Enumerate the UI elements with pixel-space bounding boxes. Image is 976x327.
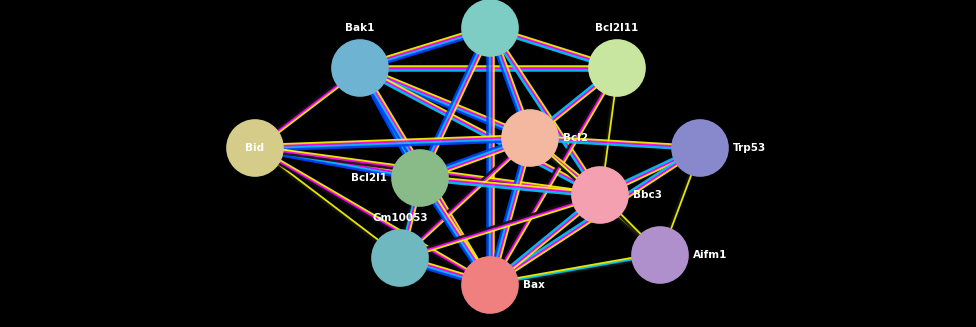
Circle shape [462, 0, 518, 56]
Text: Bcl2l11: Bcl2l11 [595, 23, 638, 33]
Circle shape [372, 230, 428, 286]
Circle shape [502, 110, 558, 166]
Text: Bax: Bax [523, 280, 545, 290]
Text: Aifm1: Aifm1 [693, 250, 727, 260]
Text: Gm10053: Gm10053 [372, 213, 427, 223]
Circle shape [572, 167, 628, 223]
Text: Bak1: Bak1 [346, 23, 375, 33]
Circle shape [632, 227, 688, 283]
Text: Bcl2: Bcl2 [563, 133, 589, 143]
Circle shape [589, 40, 645, 96]
Text: Bbc3: Bbc3 [633, 190, 662, 200]
Circle shape [672, 120, 728, 176]
Text: Bcl2l1: Bcl2l1 [351, 173, 387, 183]
Text: Trp53: Trp53 [733, 143, 766, 153]
Circle shape [462, 257, 518, 313]
Text: Bid: Bid [245, 143, 264, 153]
Circle shape [332, 40, 388, 96]
Circle shape [227, 120, 283, 176]
Circle shape [392, 150, 448, 206]
